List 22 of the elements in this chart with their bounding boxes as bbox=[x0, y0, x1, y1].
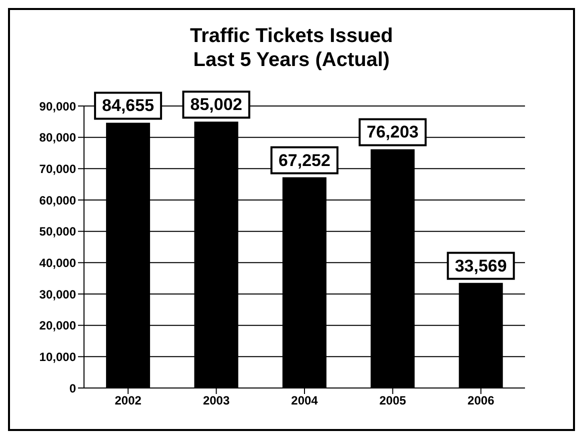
y-tick-label: 20,000 bbox=[39, 318, 76, 333]
data-label: 85,002 bbox=[190, 95, 242, 114]
data-label: 84,655 bbox=[102, 96, 154, 116]
y-tick-label: 50,000 bbox=[39, 224, 76, 239]
y-tick-label: 30,000 bbox=[39, 287, 76, 302]
chart-subtitle: Last 5 Years (Actual) bbox=[192, 48, 391, 72]
x-tick-label: 2006 bbox=[468, 394, 495, 408]
y-tick-label: 0 bbox=[69, 381, 76, 396]
y-tick-label: 70,000 bbox=[39, 162, 76, 176]
y-tick-label: 10,000 bbox=[39, 350, 76, 364]
chart-title: Traffic Tickets Issued bbox=[188, 24, 394, 48]
data-label: 76,203 bbox=[366, 122, 419, 142]
x-tick-label: 2003 bbox=[202, 394, 230, 408]
data-label: 33,569 bbox=[454, 256, 507, 276]
y-tick-label: 90,000 bbox=[39, 99, 76, 114]
x-tick-label: 2005 bbox=[379, 394, 406, 408]
x-tick-label: 2004 bbox=[291, 394, 318, 408]
y-tick-label: 60,000 bbox=[39, 193, 76, 208]
data-label: 67,252 bbox=[278, 150, 330, 170]
x-tick-label: 2002 bbox=[114, 394, 142, 408]
y-tick-label: 40,000 bbox=[39, 256, 76, 270]
y-tick-label: 80,000 bbox=[39, 130, 76, 145]
